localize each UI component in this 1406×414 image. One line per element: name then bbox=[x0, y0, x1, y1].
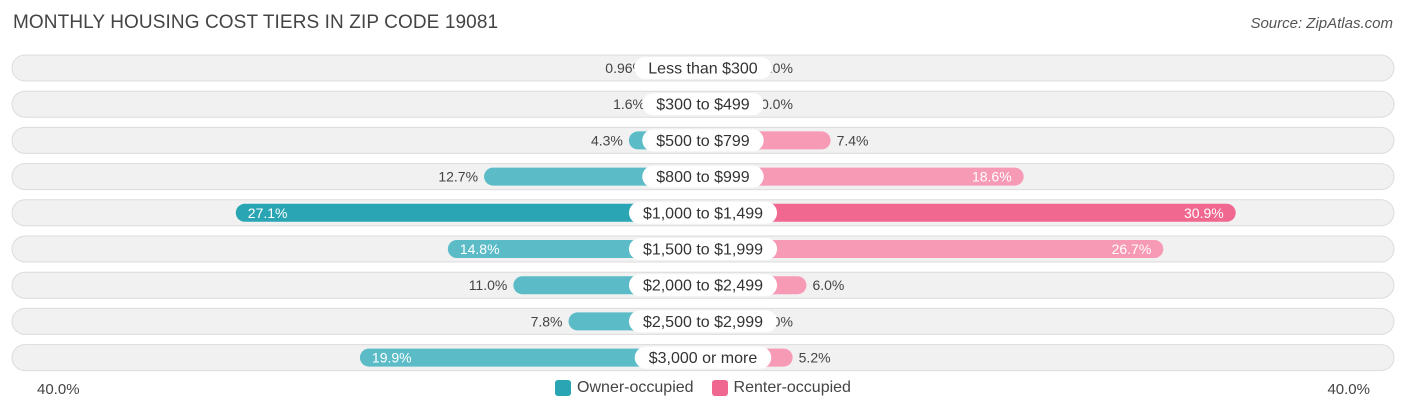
category-label: $2,500 to $2,999 bbox=[643, 314, 763, 331]
value-label-renter: 5.2% bbox=[799, 350, 831, 366]
category-pill bbox=[634, 57, 772, 79]
value-label-renter: 7.4% bbox=[837, 132, 869, 148]
value-label-renter: 18.6% bbox=[972, 169, 1012, 185]
value-label-owner: 19.9% bbox=[372, 350, 412, 366]
bar-renter bbox=[703, 203, 1236, 222]
axis-min-label: 40.0% bbox=[37, 381, 80, 398]
chart-source: Source: ZipAtlas.com bbox=[1250, 15, 1393, 32]
legend-item-owner: Owner-occupied bbox=[555, 379, 694, 397]
bar-owner bbox=[235, 203, 703, 222]
value-label-renter: 26.7% bbox=[1112, 241, 1152, 257]
category-label: $3,000 or more bbox=[649, 350, 758, 367]
category-label: Less than $300 bbox=[648, 61, 758, 78]
value-label-owner: 7.8% bbox=[531, 313, 563, 329]
category-label: $500 to $799 bbox=[656, 133, 750, 150]
category-pill bbox=[634, 346, 772, 369]
legend-label-renter: Renter-occupied bbox=[733, 379, 851, 396]
chart-title: MONTHLY HOUSING COST TIERS IN ZIP CODE 1… bbox=[13, 12, 499, 33]
value-label-renter: 0.0% bbox=[761, 96, 793, 112]
category-label: $300 to $499 bbox=[656, 97, 750, 114]
bar-renter bbox=[703, 167, 1024, 186]
value-label-owner: 14.8% bbox=[460, 241, 500, 257]
legend-label-owner: Owner-occupied bbox=[577, 379, 694, 396]
value-label-owner: 27.1% bbox=[248, 205, 288, 221]
axis-max-label: 40.0% bbox=[1327, 381, 1370, 398]
category-label: $800 to $999 bbox=[656, 169, 750, 186]
value-label-owner: 12.7% bbox=[438, 169, 478, 185]
legend-swatch-renter bbox=[711, 380, 728, 396]
category-pill bbox=[628, 310, 778, 333]
category-pill bbox=[628, 201, 778, 224]
category-pill bbox=[628, 238, 778, 260]
value-label-renter: 30.9% bbox=[1184, 205, 1224, 221]
bar-owner bbox=[359, 348, 703, 367]
category-label: $1,500 to $1,999 bbox=[643, 242, 763, 259]
value-label-owner: 1.6% bbox=[613, 96, 645, 112]
category-pill bbox=[628, 274, 778, 297]
category-pill bbox=[642, 93, 764, 116]
legend: Owner-occupied Renter-occupied bbox=[0, 379, 1406, 397]
legend-swatch-owner bbox=[555, 380, 572, 396]
category-label: $1,000 to $1,499 bbox=[643, 205, 763, 222]
bar-renter bbox=[703, 240, 1164, 258]
legend-item-renter: Renter-occupied bbox=[711, 379, 851, 397]
category-pill bbox=[642, 129, 764, 152]
category-label: $2,000 to $2,499 bbox=[643, 278, 763, 295]
category-pill bbox=[642, 165, 764, 188]
value-label-owner: 11.0% bbox=[469, 277, 508, 293]
value-label-renter: 6.0% bbox=[812, 277, 844, 293]
value-label-owner: 4.3% bbox=[591, 132, 623, 148]
